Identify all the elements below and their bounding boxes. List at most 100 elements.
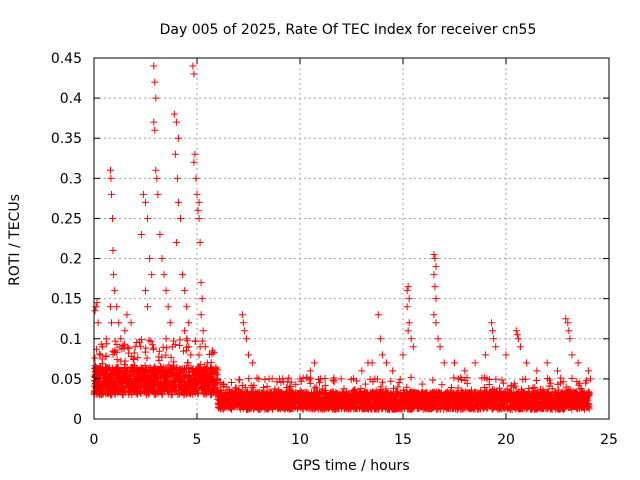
- data-point: [399, 351, 407, 359]
- data-point: [308, 404, 316, 412]
- y-tick-label: 0.2: [60, 252, 82, 268]
- data-point: [158, 365, 166, 373]
- data-point: [255, 375, 263, 383]
- data-point: [93, 299, 101, 307]
- data-point: [96, 380, 104, 388]
- data-point: [309, 405, 317, 413]
- data-point: [532, 391, 540, 399]
- y-axis-label: ROTI / TECUs: [7, 194, 23, 286]
- data-point: [125, 390, 133, 398]
- data-point: [523, 396, 531, 404]
- data-point: [393, 389, 401, 397]
- data-point: [285, 374, 293, 382]
- data-point: [132, 372, 140, 380]
- data-point: [166, 319, 174, 327]
- data-point: [94, 319, 102, 327]
- data-point: [175, 368, 183, 376]
- x-tick-label: 10: [291, 432, 309, 448]
- data-point: [418, 380, 426, 388]
- y-tick-label: 0: [73, 412, 82, 428]
- data-point: [531, 397, 539, 405]
- data-point: [493, 402, 501, 410]
- data-point: [235, 399, 243, 407]
- data-point: [221, 389, 229, 397]
- data-point: [199, 379, 207, 387]
- data-point: [241, 383, 249, 391]
- data-point: [573, 377, 581, 385]
- data-point: [463, 380, 471, 388]
- data-point: [480, 403, 488, 411]
- data-point: [368, 359, 376, 367]
- data-point: [490, 403, 498, 411]
- data-point: [387, 377, 395, 385]
- data-point: [235, 376, 243, 384]
- data-point: [267, 396, 275, 404]
- data-point: [149, 370, 157, 378]
- data-point: [299, 399, 307, 407]
- data-point: [562, 383, 570, 391]
- data-point: [190, 70, 198, 78]
- data-point: [195, 351, 203, 359]
- data-point: [148, 386, 156, 394]
- data-point: [151, 78, 159, 86]
- data-point: [583, 390, 591, 398]
- data-point: [167, 391, 175, 399]
- data-point: [485, 381, 493, 389]
- data-point: [185, 343, 193, 351]
- data-point: [316, 379, 324, 387]
- data-point: [119, 342, 127, 350]
- x-axis-label: GPS time / hours: [292, 458, 409, 474]
- data-point: [131, 343, 139, 351]
- data-point: [171, 150, 179, 158]
- data-point: [185, 368, 193, 376]
- data-point: [537, 395, 545, 403]
- data-point: [193, 190, 201, 198]
- data-point: [159, 372, 167, 380]
- data-point: [469, 391, 477, 399]
- data-point: [419, 390, 427, 398]
- data-point: [454, 384, 462, 392]
- data-point: [499, 379, 507, 387]
- data-point: [109, 387, 117, 395]
- data-point: [394, 401, 402, 409]
- data-point: [223, 383, 231, 391]
- data-point: [514, 403, 522, 411]
- data-point: [240, 399, 248, 407]
- data-point: [283, 378, 291, 386]
- data-point: [146, 380, 154, 388]
- data-point: [126, 378, 134, 386]
- data-point: [580, 405, 588, 413]
- data-point: [117, 357, 125, 365]
- data-point: [158, 255, 166, 263]
- data-point: [245, 375, 253, 383]
- data-point: [168, 381, 176, 389]
- data-point: [421, 405, 429, 413]
- y-tick-label: 0.15: [51, 292, 82, 308]
- data-point: [319, 385, 327, 393]
- data-point: [488, 389, 496, 397]
- data-point: [251, 399, 259, 407]
- data-point: [174, 198, 182, 206]
- data-point: [382, 396, 390, 404]
- data-point: [279, 398, 287, 406]
- data-point: [510, 383, 518, 391]
- data-point: [274, 392, 282, 400]
- data-point: [270, 388, 278, 396]
- data-point: [108, 190, 116, 198]
- data-point: [170, 110, 178, 118]
- data-point: [521, 375, 529, 383]
- data-point: [522, 390, 530, 398]
- data-point: [510, 380, 518, 388]
- data-point: [446, 392, 454, 400]
- data-point: [198, 337, 206, 345]
- y-tick-label: 0.1: [60, 332, 82, 348]
- data-point: [182, 364, 190, 372]
- data-point: [407, 335, 415, 343]
- data-point: [422, 401, 430, 409]
- data-point: [284, 389, 292, 397]
- data-point: [336, 395, 344, 403]
- data-point: [554, 367, 561, 375]
- data-point: [429, 376, 437, 384]
- data-point: [238, 382, 246, 390]
- data-point: [246, 393, 254, 401]
